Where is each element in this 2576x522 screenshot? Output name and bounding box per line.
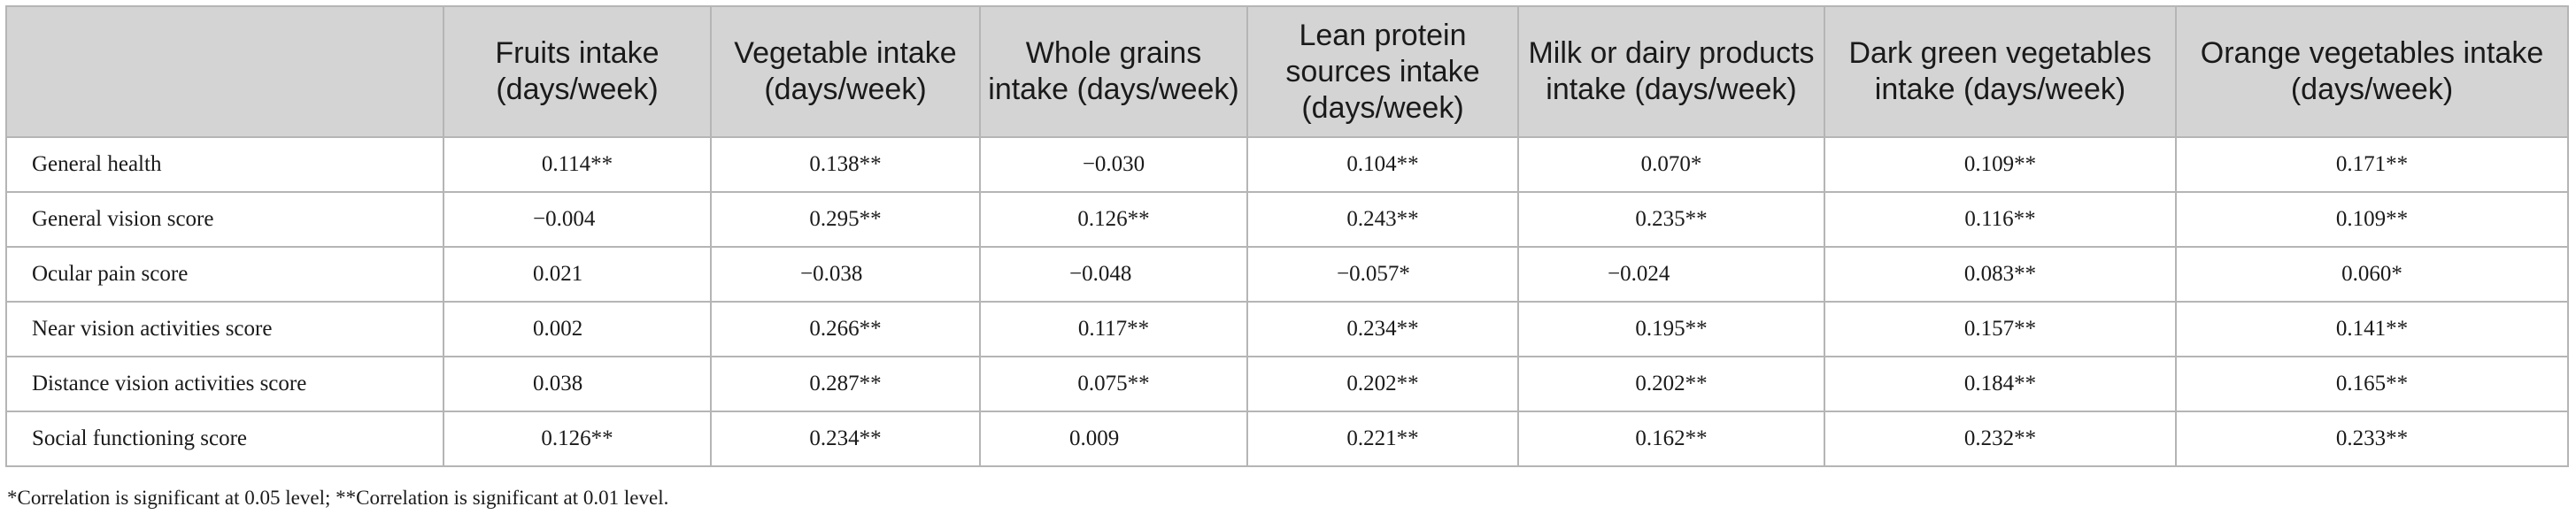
table-cell: 0.232** — [1824, 411, 2177, 467]
table-cell: −0.048 — [979, 246, 1248, 303]
table-cell: 0.126** — [979, 191, 1248, 248]
table-row: Social functioning score 0.126** 0.234**… — [5, 411, 2569, 467]
header-milk-dairy-intake: Milk or dairy products intake (days/week… — [1517, 5, 1825, 138]
table-row: General health 0.114** 0.138** −0.030 0.… — [5, 136, 2569, 193]
table-row: Ocular pain score 0.021 −0.038 −0.048 −0… — [5, 246, 2569, 303]
table-row: Near vision activities score 0.002 0.266… — [5, 301, 2569, 357]
table-cell: −0.038 — [710, 246, 981, 303]
table-cell: 0.075** — [979, 356, 1248, 412]
table-cell: 0.184** — [1824, 356, 2177, 412]
header-dark-green-vegetables-intake: Dark green vegetables intake (days/week) — [1824, 5, 2177, 138]
table-cell: 0.021 — [443, 246, 712, 303]
table-cell: 0.165** — [2175, 356, 2569, 412]
header-row: Fruits intake (days/week) Vegetable inta… — [5, 5, 2569, 138]
table-cell: 0.038 — [443, 356, 712, 412]
correlation-table-container: Fruits intake (days/week) Vegetable inta… — [5, 5, 2569, 467]
table-cell: 0.126** — [443, 411, 712, 467]
table-cell: 0.157** — [1824, 301, 2177, 357]
row-label: Distance vision activities score — [5, 356, 444, 412]
table-cell: 0.002 — [443, 301, 712, 357]
header-vegetable-intake: Vegetable intake (days/week) — [710, 5, 981, 138]
table-cell: 0.221** — [1246, 411, 1519, 467]
table-cell: 0.070* — [1517, 136, 1825, 193]
table-cell: 0.295** — [710, 191, 981, 248]
header-whole-grains-intake: Whole grains intake (days/week) — [979, 5, 1248, 138]
row-label: Ocular pain score — [5, 246, 444, 303]
table-cell: 0.234** — [1246, 301, 1519, 357]
table-cell: 0.116** — [1824, 191, 2177, 248]
table-cell: 0.060* — [2175, 246, 2569, 303]
table-cell: −0.030 — [979, 136, 1248, 193]
table-row: General vision score −0.004 0.295** 0.12… — [5, 191, 2569, 248]
table-cell: 0.234** — [710, 411, 981, 467]
header-lean-protein-intake: Lean protein sources intake (days/week) — [1246, 5, 1519, 138]
table-cell: −0.004 — [443, 191, 712, 248]
row-label: General vision score — [5, 191, 444, 248]
table-cell: 0.083** — [1824, 246, 2177, 303]
table-cell: 0.162** — [1517, 411, 1825, 467]
table-row: Distance vision activities score 0.038 0… — [5, 356, 2569, 412]
table-cell: 0.104** — [1246, 136, 1519, 193]
row-label: Near vision activities score — [5, 301, 444, 357]
table-cell: −0.024 — [1517, 246, 1825, 303]
header-corner — [5, 5, 444, 138]
table-cell: 0.202** — [1517, 356, 1825, 412]
table-cell: 0.009 — [979, 411, 1248, 467]
table-cell: 0.235** — [1517, 191, 1825, 248]
table-cell: 0.233** — [2175, 411, 2569, 467]
table-cell: 0.141** — [2175, 301, 2569, 357]
table-cell: 0.114** — [443, 136, 712, 193]
correlation-table: Fruits intake (days/week) Vegetable inta… — [5, 5, 2569, 467]
table-cell: 0.117** — [979, 301, 1248, 357]
header-orange-vegetables-intake: Orange vegetables intake (days/week) — [2175, 5, 2569, 138]
header-fruits-intake: Fruits intake (days/week) — [443, 5, 712, 138]
table-cell: 0.202** — [1246, 356, 1519, 412]
table-cell: 0.287** — [710, 356, 981, 412]
table-cell: 0.109** — [2175, 191, 2569, 248]
row-label: General health — [5, 136, 444, 193]
table-cell: 0.138** — [710, 136, 981, 193]
row-label: Social functioning score — [5, 411, 444, 467]
table-cell: 0.109** — [1824, 136, 2177, 193]
table-cell: −0.057* — [1246, 246, 1519, 303]
table-cell: 0.195** — [1517, 301, 1825, 357]
table-cell: 0.171** — [2175, 136, 2569, 193]
table-cell: 0.266** — [710, 301, 981, 357]
table-cell: 0.243** — [1246, 191, 1519, 248]
table-footnote: *Correlation is significant at 0.05 leve… — [7, 487, 669, 509]
